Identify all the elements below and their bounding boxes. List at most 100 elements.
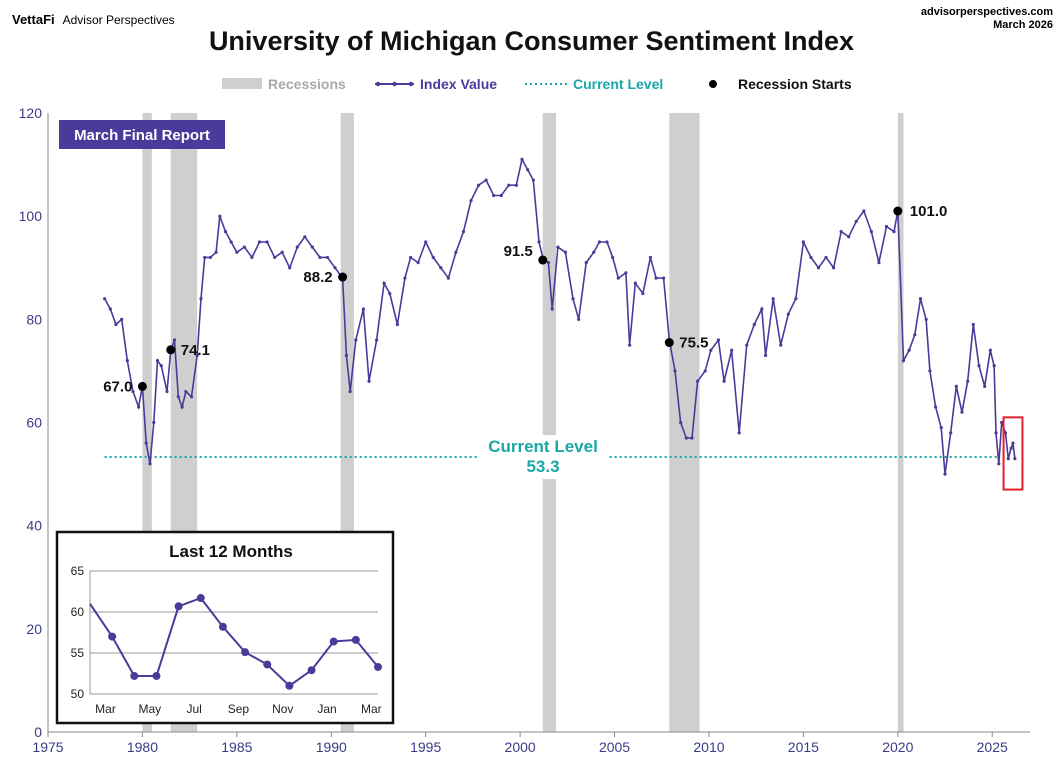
legend-label-recession-start: Recession Starts bbox=[738, 76, 852, 92]
inset-point bbox=[218, 622, 227, 631]
index-value-point bbox=[242, 245, 246, 249]
index-value-point bbox=[662, 276, 666, 280]
index-value-point bbox=[403, 276, 407, 280]
index-value-point bbox=[832, 266, 836, 270]
latest-highlight-box bbox=[1002, 416, 1024, 491]
index-value-point bbox=[484, 178, 488, 182]
index-value-point bbox=[461, 230, 466, 234]
index-value-point bbox=[854, 219, 858, 223]
index-value-point bbox=[446, 276, 450, 280]
index-value-point bbox=[382, 281, 386, 285]
index-value-point bbox=[913, 333, 917, 337]
index-value-point bbox=[424, 240, 428, 244]
index-value-point bbox=[960, 410, 964, 414]
index-value-point bbox=[367, 379, 371, 383]
index-value-point bbox=[1000, 420, 1004, 425]
x-tick-label: 2010 bbox=[693, 739, 724, 755]
x-tick-label: 2020 bbox=[882, 739, 913, 755]
index-value-point bbox=[752, 322, 756, 327]
recession-start-marker bbox=[893, 206, 903, 216]
legend-index-dot bbox=[408, 81, 414, 87]
legend-label-current: Current Level bbox=[573, 76, 663, 92]
index-value-point bbox=[862, 209, 866, 213]
legend-label-index: Index Value bbox=[420, 76, 497, 92]
inset-x-tick-label: Mar bbox=[95, 702, 116, 716]
index-value-point bbox=[223, 230, 228, 234]
index-value-point bbox=[779, 343, 783, 347]
index-value-point bbox=[408, 255, 413, 260]
x-tick-label: 2025 bbox=[977, 739, 1008, 755]
index-value-point bbox=[654, 276, 658, 280]
index-value-point bbox=[344, 353, 348, 358]
recession-start-label: 75.5 bbox=[679, 335, 708, 352]
inset-point bbox=[196, 594, 205, 603]
inset-title: Last 12 Months bbox=[169, 542, 293, 561]
inset-point bbox=[307, 666, 316, 675]
recession-start-marker bbox=[664, 338, 674, 348]
index-value-point bbox=[172, 338, 177, 342]
index-value-point bbox=[616, 276, 620, 280]
index-value-point bbox=[295, 245, 299, 249]
inset-x-tick-label: Sep bbox=[228, 702, 250, 716]
index-value-point bbox=[939, 426, 943, 430]
index-value-point bbox=[120, 317, 124, 321]
index-value-point bbox=[250, 255, 254, 260]
inset-chart: Last 12 Months 50 55 60 65 Mar May Jul Sep Nov Jan… bbox=[55, 530, 395, 725]
recession-band bbox=[897, 113, 904, 732]
current-level-value: 53.3 bbox=[526, 457, 559, 476]
brand: VettaFi Advisor Perspectives bbox=[12, 12, 175, 27]
index-value-point bbox=[218, 214, 222, 218]
index-value-point bbox=[537, 240, 541, 244]
recession-start-marker bbox=[538, 255, 548, 265]
index-value-point bbox=[696, 379, 700, 383]
legend-swatch-recession-start bbox=[709, 80, 717, 88]
index-value-point bbox=[924, 317, 928, 321]
recession-start-marker bbox=[338, 272, 348, 282]
index-value-point bbox=[1003, 431, 1008, 435]
index-value-point bbox=[928, 369, 932, 373]
index-value-point bbox=[273, 255, 277, 260]
index-value-point bbox=[584, 260, 588, 265]
index-value-point bbox=[673, 369, 677, 373]
index-value-point bbox=[526, 168, 530, 172]
y-tick-label: 40 bbox=[26, 518, 42, 534]
index-value-point bbox=[648, 255, 653, 260]
index-value-point bbox=[992, 364, 996, 368]
inset-point bbox=[130, 671, 139, 680]
index-value-point bbox=[690, 436, 694, 440]
index-value-point bbox=[760, 307, 764, 311]
index-value-point bbox=[103, 297, 107, 301]
recession-band bbox=[142, 113, 152, 732]
index-value-point bbox=[325, 255, 330, 260]
index-value-point bbox=[303, 235, 307, 239]
index-value-point bbox=[550, 307, 554, 311]
index-value-point bbox=[125, 359, 129, 363]
report-badge-label: March Final Report bbox=[74, 127, 210, 144]
inset-x-tick-label: Mar bbox=[361, 702, 382, 716]
index-value-point bbox=[184, 389, 188, 394]
y-tick-label: 60 bbox=[26, 415, 42, 431]
index-value-point bbox=[280, 250, 284, 254]
index-value-point bbox=[771, 297, 775, 301]
index-value-point bbox=[730, 348, 734, 352]
index-value-point bbox=[892, 230, 896, 234]
index-value-point bbox=[556, 245, 560, 249]
inset-x-tick-label: Jul bbox=[186, 702, 201, 716]
index-value-point bbox=[611, 255, 615, 260]
index-value-point bbox=[454, 250, 458, 254]
index-value-point bbox=[310, 245, 314, 249]
index-value-point bbox=[592, 250, 596, 254]
index-value-point bbox=[977, 364, 981, 368]
index-value-point bbox=[195, 353, 199, 358]
index-value-point bbox=[388, 291, 392, 296]
inset-y-tick-label: 60 bbox=[71, 605, 85, 619]
inset-point bbox=[285, 681, 294, 690]
index-value-point bbox=[265, 240, 269, 244]
legend-label-recessions: Recessions bbox=[268, 76, 346, 92]
index-value-point bbox=[943, 472, 947, 476]
x-tick-label: 2005 bbox=[599, 739, 630, 755]
index-value-point bbox=[208, 255, 213, 260]
index-value-point bbox=[469, 199, 473, 203]
index-value-point bbox=[203, 255, 207, 260]
index-value-point bbox=[1013, 457, 1017, 461]
